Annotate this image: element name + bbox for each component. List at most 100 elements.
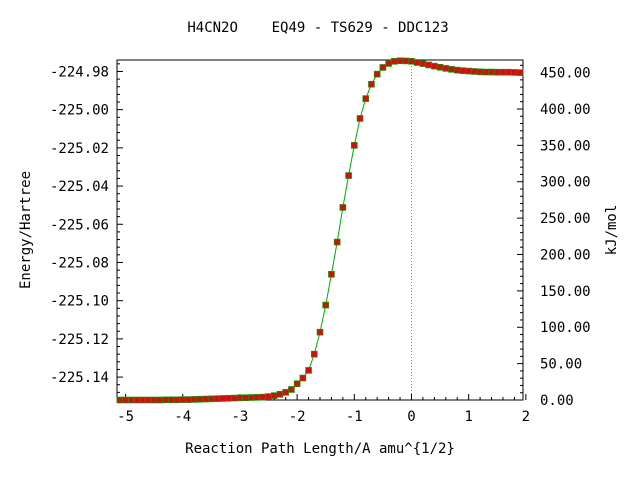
data-point <box>248 394 255 401</box>
data-point <box>316 328 324 336</box>
series-line <box>119 60 521 401</box>
x-tick-label: -3 <box>232 409 249 425</box>
data-point <box>465 67 472 75</box>
data-point <box>505 68 513 76</box>
y-axis-ticks: -224.98 -225.00 -225.02 -225.04 -225.06 -225.… <box>50 63 123 393</box>
data-point <box>276 390 284 398</box>
data-point <box>179 396 187 403</box>
y-tick-label: -225.04 <box>50 179 109 195</box>
data-point <box>488 68 495 76</box>
data-point <box>225 394 232 402</box>
data-point <box>116 396 124 404</box>
data-point <box>322 301 330 309</box>
data-point <box>162 396 169 404</box>
data-point <box>413 59 421 66</box>
y2-tick-label: 150.00 <box>540 284 591 300</box>
data-point <box>139 396 147 404</box>
y2-axis-label: kJ/mol <box>604 205 620 256</box>
data-point <box>379 64 387 71</box>
data-point <box>213 395 221 402</box>
y-tick-label: -225.06 <box>50 217 109 233</box>
x-tick-label: 2 <box>522 409 530 425</box>
plot-area-frame <box>116 59 524 401</box>
data-point <box>230 394 238 402</box>
y-tick-label: -225.14 <box>50 370 109 386</box>
data-point <box>310 350 318 358</box>
x-axis-label: Reaction Path Length/A amu^{1/2} <box>185 441 455 457</box>
data-point <box>168 396 175 404</box>
y2-tick-label: 400.00 <box>540 102 591 118</box>
y2-tick-label: 450.00 <box>540 66 591 82</box>
data-point <box>293 380 301 388</box>
y2-tick-label: 0.00 <box>540 393 574 409</box>
data-point <box>128 396 135 404</box>
data-point <box>368 80 375 88</box>
data-point <box>185 396 192 403</box>
data-point <box>448 66 455 73</box>
data-point <box>202 395 209 403</box>
data-point <box>476 68 484 76</box>
data-point <box>511 69 518 76</box>
y-tick-label: -224.98 <box>50 64 109 80</box>
data-point <box>391 58 398 65</box>
data-point <box>150 396 158 404</box>
data-point <box>196 395 204 403</box>
y-tick-label: -225.00 <box>50 103 109 119</box>
data-point <box>453 66 461 74</box>
data-point <box>482 68 490 76</box>
data-point <box>362 95 370 102</box>
y2-tick-label: 250.00 <box>540 211 591 227</box>
x-tick-label: 1 <box>464 409 472 425</box>
data-point <box>265 393 272 400</box>
y2-tick-label: 350.00 <box>540 138 591 154</box>
data-point <box>242 394 249 402</box>
y2-axis-ticks: 0.00 50.00 100.00 150.00 200.00 250.00 300.00 3… <box>517 64 591 409</box>
y-tick-label: -225.02 <box>50 141 109 157</box>
y2-tick-label: 300.00 <box>540 175 591 191</box>
y2-tick-label: 200.00 <box>540 247 591 263</box>
data-point <box>305 367 312 374</box>
x-tick-label: -4 <box>174 409 191 425</box>
data-point <box>333 238 341 246</box>
y2-tick-label: 50.00 <box>540 357 582 373</box>
data-point <box>219 395 227 402</box>
data-point <box>471 68 478 75</box>
data-point <box>145 396 152 404</box>
data-point <box>459 67 467 74</box>
data-point <box>208 395 215 403</box>
data-point <box>373 70 381 78</box>
data-point <box>236 394 244 402</box>
data-point <box>156 396 164 404</box>
data-point <box>345 172 352 179</box>
y-axis-label: Energy/Hartree <box>18 171 34 289</box>
data-point <box>408 58 415 65</box>
data-point <box>190 396 198 403</box>
x-tick-label: -2 <box>289 409 306 425</box>
data-point <box>288 386 295 393</box>
energy-series <box>116 57 524 404</box>
data-point <box>259 393 267 401</box>
x-tick-label: -5 <box>117 409 134 425</box>
data-point <box>402 57 410 65</box>
y2-tick-label: 100.00 <box>540 320 591 336</box>
data-point <box>351 142 358 149</box>
x-tick-label: -1 <box>346 409 363 425</box>
data-point <box>436 63 444 71</box>
data-point <box>493 68 501 76</box>
y-tick-label: -225.08 <box>50 255 109 271</box>
y-tick-label: -225.10 <box>50 294 109 310</box>
data-point <box>385 60 392 67</box>
data-point <box>419 60 427 67</box>
data-point <box>253 394 261 401</box>
data-point <box>425 61 432 69</box>
data-point <box>133 396 141 404</box>
y-tick-label: -225.12 <box>50 332 109 348</box>
data-point <box>356 115 364 122</box>
data-point <box>270 392 278 399</box>
chart-title: H4CN2O EQ49 - TS629 - DDC123 <box>187 20 448 36</box>
data-point <box>396 57 404 65</box>
data-point <box>516 69 524 76</box>
data-point <box>499 68 507 76</box>
data-point <box>173 396 181 404</box>
